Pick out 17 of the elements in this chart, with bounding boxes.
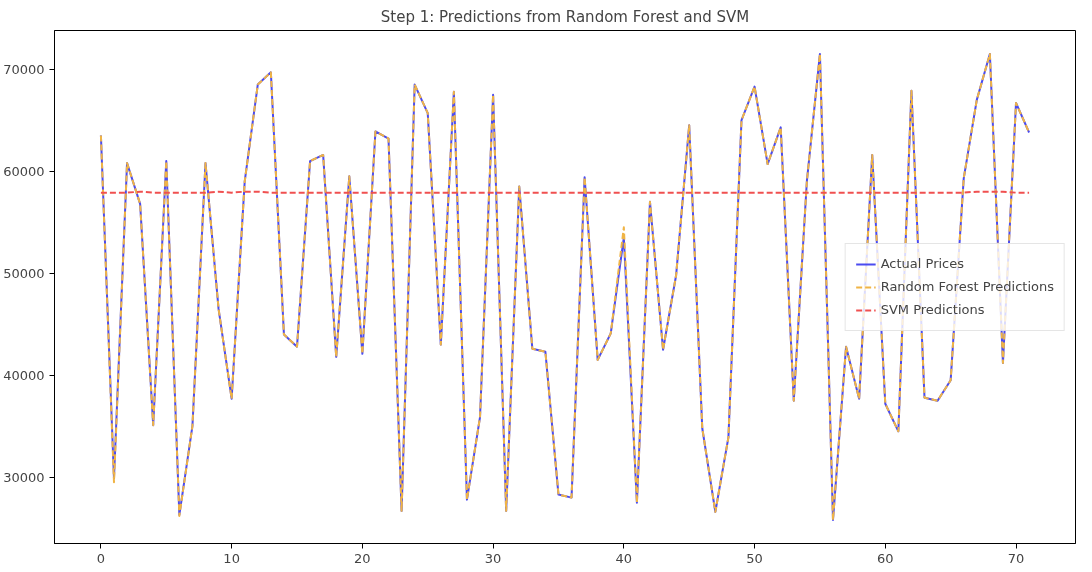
- x-tick-label: 0: [96, 550, 106, 566]
- legend-label: Actual Prices: [880, 256, 965, 271]
- x-tick-label: 40: [615, 550, 633, 566]
- x-tick-label: 30: [484, 550, 502, 566]
- y-tick-label: 70000: [3, 61, 45, 77]
- chart-title: Step 1: Predictions from Random Forest and SVM: [380, 7, 750, 26]
- x-tick-label: 20: [354, 550, 371, 566]
- y-tick-label: 50000: [3, 265, 45, 281]
- x-tick-label: 10: [223, 550, 240, 566]
- legend-label: Random Forest Predictions: [880, 279, 1054, 294]
- x-tick-label: 60: [877, 550, 894, 566]
- y-tick-label: 60000: [3, 163, 45, 179]
- legend-label: SVM Predictions: [880, 302, 985, 317]
- x-tick-label: 50: [746, 550, 763, 566]
- y-tick-label: 30000: [3, 469, 45, 485]
- y-tick-label: 40000: [3, 367, 45, 383]
- x-tick-label: 70: [1007, 550, 1025, 566]
